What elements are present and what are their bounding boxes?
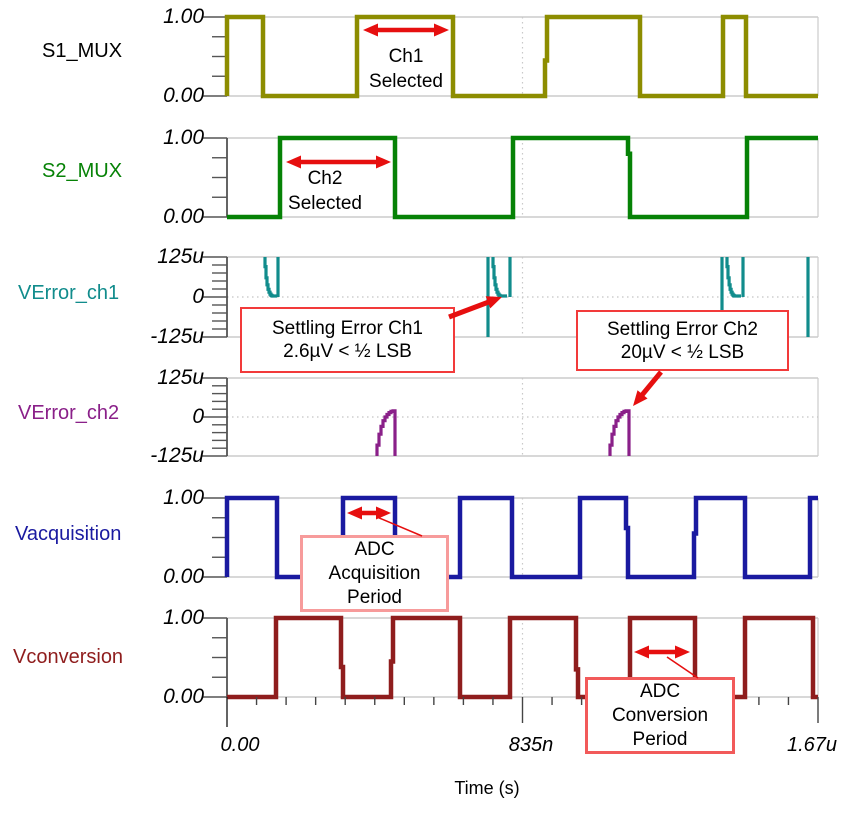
waveform-verror-ch1 xyxy=(491,257,507,298)
y-tick-label-verror-ch2: 0 xyxy=(192,405,204,428)
waveform-verror-ch2 xyxy=(608,409,631,456)
x-tick-label-0: 0.00 xyxy=(220,734,260,756)
annotation-line: Selected xyxy=(288,193,362,214)
callout-line: Period xyxy=(632,728,688,750)
x-tick-label-mid: 835n xyxy=(508,734,554,756)
waveform-verror-ch1 xyxy=(263,257,277,298)
settling-error-ch2-callout: Settling Error Ch2 20µV < ½ LSB xyxy=(576,310,789,371)
waveform-verror-ch1 xyxy=(725,257,741,298)
ch1-selected-annotation: Ch1 Selected xyxy=(369,44,443,94)
signal-label-verror-ch1: VError_ch1 xyxy=(18,282,120,304)
settling-error-ch1-callout: Settling Error Ch1 2.6µV < ½ LSB xyxy=(240,307,455,373)
plot-vacquisition xyxy=(202,495,819,580)
callout-line: ADC xyxy=(639,680,681,702)
signal-label-verror-ch2: VError_ch2 xyxy=(18,402,120,424)
y-tick-label-vacquisition: 1.00 xyxy=(163,486,204,509)
waveform-s1-mux xyxy=(224,14,818,99)
ch2-selected-annotation: Ch2 Selected xyxy=(288,166,362,216)
y-tick-label-s1-mux: 0.00 xyxy=(163,84,204,107)
y-tick-label-s2-mux: 1.00 xyxy=(163,126,204,149)
annotation-line: Ch2 xyxy=(307,168,343,189)
y-tick-label-s2-mux: 0.00 xyxy=(163,205,204,228)
callout-line: ADC xyxy=(354,538,395,560)
waveform-s2-mux xyxy=(227,135,818,220)
waveform-verror-ch2 xyxy=(375,409,397,456)
x-axis-title: Time (s) xyxy=(454,778,520,798)
adc-acquisition-period-callout: ADC Acquisition Period xyxy=(300,535,449,612)
plot-s2-mux xyxy=(202,135,819,220)
callout-line: Period xyxy=(347,586,402,608)
adc-conversion-period-callout: ADC Conversion Period xyxy=(585,677,735,754)
y-tick-label-vconversion: 0.00 xyxy=(163,685,204,708)
callout-line: Acquisition xyxy=(328,562,421,584)
signal-label-s1-mux: S1_MUX xyxy=(42,40,123,62)
y-tick-label-vacquisition: 0.00 xyxy=(163,565,204,588)
y-tick-label-verror-ch1: 0 xyxy=(192,285,204,308)
callout-line: 2.6µV < ½ LSB xyxy=(283,341,412,362)
y-tick-label-verror-ch1: 125u xyxy=(157,245,204,268)
y-tick-label-s1-mux: 1.00 xyxy=(163,5,204,28)
signal-label-s2-mux: S2_MUX xyxy=(42,160,123,182)
y-tick-label-vconversion: 1.00 xyxy=(163,606,204,629)
plot-verror-ch2 xyxy=(202,377,819,457)
signal-label-vacquisition: Vacquisition xyxy=(15,523,122,545)
callout-line: Settling Error Ch2 xyxy=(606,318,758,340)
annotation-line: Selected xyxy=(369,71,443,92)
y-tick-label-verror-ch1: -125u xyxy=(150,325,204,348)
x-tick-label-max: 1.67u xyxy=(786,734,838,756)
callout-line: 20µV < ½ LSB xyxy=(620,341,745,363)
plot-s1-mux xyxy=(202,14,819,99)
callout-line: Settling Error Ch1 xyxy=(271,318,423,339)
y-tick-label-verror-ch2: 125u xyxy=(157,366,204,389)
annotation-line: Ch1 xyxy=(388,46,424,67)
y-tick-label-verror-ch2: -125u xyxy=(150,444,204,467)
callout-line: Conversion xyxy=(611,704,709,726)
signal-label-vconversion: Vconversion xyxy=(13,646,124,668)
